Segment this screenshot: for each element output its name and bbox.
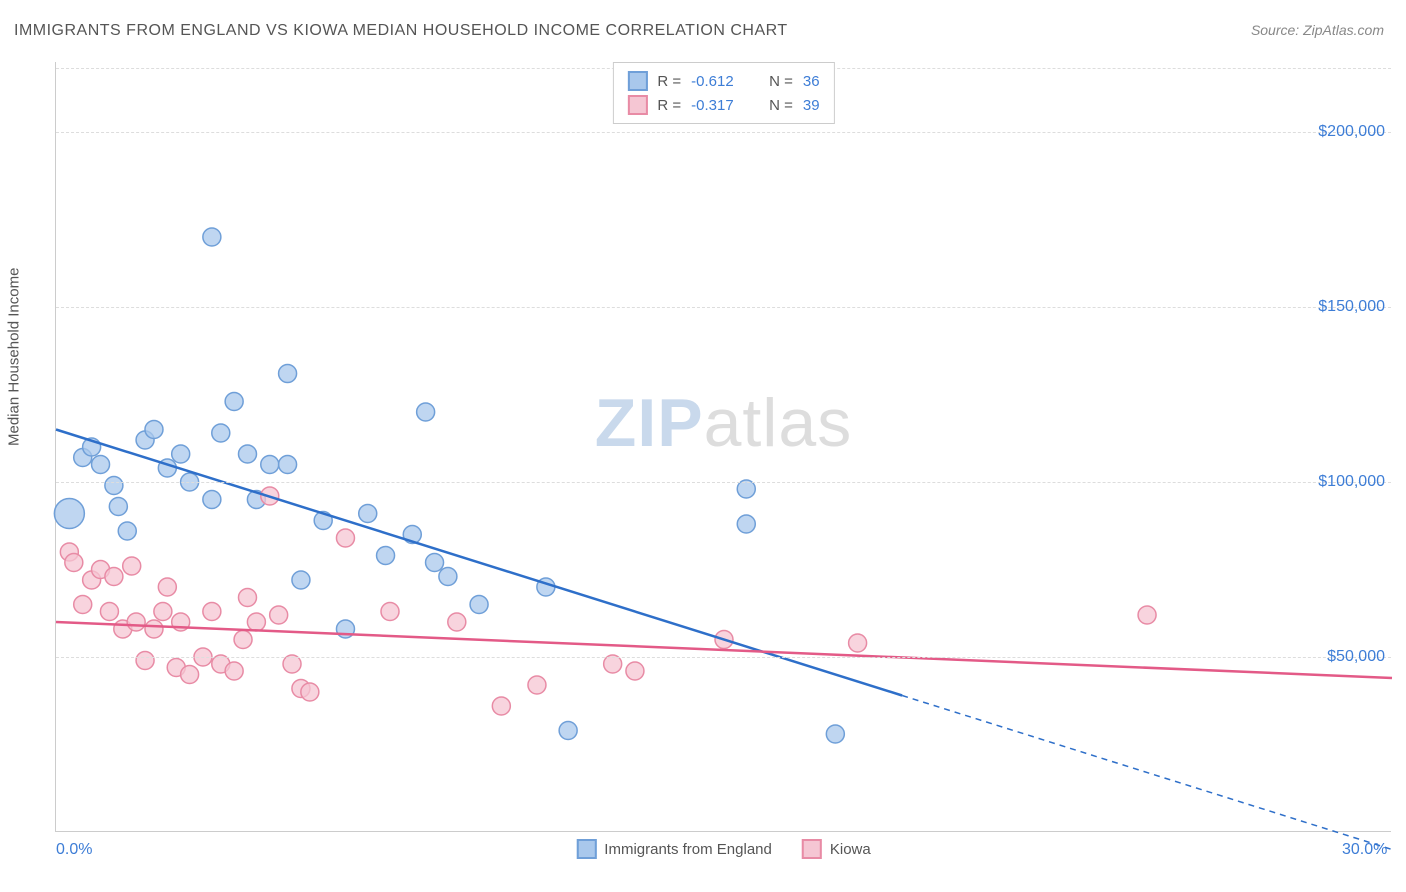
gridline bbox=[56, 657, 1391, 658]
scatter-point bbox=[74, 596, 92, 614]
scatter-point bbox=[212, 424, 230, 442]
scatter-point bbox=[849, 634, 867, 652]
scatter-point bbox=[279, 365, 297, 383]
scatter-point bbox=[127, 613, 145, 631]
scatter-point bbox=[559, 722, 577, 740]
scatter-point bbox=[105, 568, 123, 586]
scatter-point bbox=[528, 676, 546, 694]
y-tick-label: $50,000 bbox=[1327, 648, 1385, 666]
chart-svg bbox=[56, 62, 1391, 831]
scatter-point bbox=[158, 578, 176, 596]
swatch-kiowa-icon bbox=[802, 839, 822, 859]
scatter-point bbox=[105, 477, 123, 495]
scatter-point bbox=[123, 557, 141, 575]
scatter-point bbox=[426, 554, 444, 572]
scatter-point bbox=[270, 606, 288, 624]
scatter-point bbox=[737, 515, 755, 533]
series-legend: Immigrants from England Kiowa bbox=[566, 839, 880, 859]
gridline bbox=[56, 307, 1391, 308]
scatter-point bbox=[136, 652, 154, 670]
scatter-point bbox=[1138, 606, 1156, 624]
legend-row-kiowa: R = -0.317 N = 39 bbox=[627, 93, 819, 117]
scatter-point bbox=[238, 589, 256, 607]
y-tick-label: $100,000 bbox=[1318, 473, 1385, 491]
scatter-point bbox=[301, 683, 319, 701]
scatter-point bbox=[225, 393, 243, 411]
gridline bbox=[56, 482, 1391, 483]
scatter-point bbox=[238, 445, 256, 463]
scatter-point bbox=[626, 662, 644, 680]
correlation-legend: R = -0.612 N = 36 R = -0.317 N = 39 bbox=[612, 62, 834, 124]
scatter-point bbox=[377, 547, 395, 565]
scatter-point bbox=[470, 596, 488, 614]
plot-area: ZIPatlas R = -0.612 N = 36 R = -0.317 N … bbox=[55, 62, 1391, 832]
scatter-point bbox=[439, 568, 457, 586]
n-value-kiowa: 39 bbox=[803, 97, 820, 114]
scatter-point bbox=[225, 662, 243, 680]
scatter-point bbox=[203, 228, 221, 246]
legend-label-kiowa: Kiowa bbox=[830, 841, 871, 858]
scatter-point bbox=[203, 491, 221, 509]
scatter-point bbox=[279, 456, 297, 474]
scatter-point bbox=[181, 666, 199, 684]
y-tick-label: $200,000 bbox=[1318, 123, 1385, 141]
n-label: N = bbox=[769, 73, 793, 90]
swatch-england-icon bbox=[576, 839, 596, 859]
x-tick-label: 0.0% bbox=[56, 841, 92, 859]
gridline bbox=[56, 132, 1391, 133]
legend-label-england: Immigrants from England bbox=[604, 841, 772, 858]
r-label: R = bbox=[657, 73, 681, 90]
legend-item-kiowa: Kiowa bbox=[802, 839, 871, 859]
scatter-point bbox=[234, 631, 252, 649]
r-value-kiowa: -0.317 bbox=[691, 97, 751, 114]
scatter-point bbox=[145, 620, 163, 638]
x-tick-label: 30.0% bbox=[1342, 841, 1387, 859]
scatter-point bbox=[154, 603, 172, 621]
y-axis-title: Median Household Income bbox=[6, 268, 23, 446]
scatter-point bbox=[145, 421, 163, 439]
y-tick-label: $150,000 bbox=[1318, 298, 1385, 316]
r-value-england: -0.612 bbox=[691, 73, 751, 90]
scatter-point bbox=[292, 571, 310, 589]
scatter-point bbox=[381, 603, 399, 621]
scatter-point bbox=[203, 603, 221, 621]
scatter-point bbox=[417, 403, 435, 421]
swatch-kiowa bbox=[627, 95, 647, 115]
scatter-point bbox=[826, 725, 844, 743]
source-attribution: Source: ZipAtlas.com bbox=[1251, 22, 1384, 38]
n-value-england: 36 bbox=[803, 73, 820, 90]
scatter-point bbox=[448, 613, 466, 631]
scatter-point bbox=[65, 554, 83, 572]
scatter-point bbox=[247, 613, 265, 631]
scatter-point bbox=[118, 522, 136, 540]
scatter-point bbox=[359, 505, 377, 523]
trend-line-dashed bbox=[902, 696, 1392, 850]
legend-row-england: R = -0.612 N = 36 bbox=[627, 69, 819, 93]
scatter-point bbox=[172, 445, 190, 463]
scatter-point bbox=[336, 529, 354, 547]
chart-title: IMMIGRANTS FROM ENGLAND VS KIOWA MEDIAN … bbox=[14, 22, 788, 40]
scatter-point bbox=[492, 697, 510, 715]
scatter-point bbox=[261, 456, 279, 474]
swatch-england bbox=[627, 71, 647, 91]
trend-line bbox=[56, 430, 902, 696]
scatter-point bbox=[109, 498, 127, 516]
n-label: N = bbox=[769, 97, 793, 114]
r-label: R = bbox=[657, 97, 681, 114]
scatter-point bbox=[54, 499, 84, 529]
legend-item-england: Immigrants from England bbox=[576, 839, 772, 859]
scatter-point bbox=[92, 456, 110, 474]
scatter-point bbox=[100, 603, 118, 621]
